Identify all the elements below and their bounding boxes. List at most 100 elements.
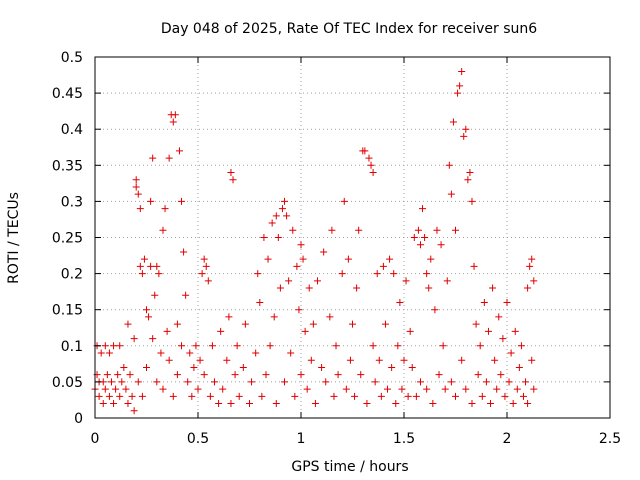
data-point <box>443 277 451 285</box>
axis-ticks <box>94 56 611 419</box>
data-point <box>153 378 161 386</box>
data-point <box>437 241 445 249</box>
data-point <box>272 400 280 408</box>
data-point <box>421 234 429 241</box>
data-point <box>326 313 334 321</box>
data-point <box>392 400 400 408</box>
data-point <box>268 219 276 227</box>
data-point <box>114 371 122 379</box>
data-point <box>406 327 414 335</box>
data-point <box>353 284 361 292</box>
data-point <box>476 342 484 350</box>
data-point <box>386 255 394 263</box>
data-point <box>219 385 227 393</box>
data-point <box>423 385 431 393</box>
data-point <box>276 284 284 292</box>
y-tick-label: 0 <box>74 411 83 427</box>
data-point <box>357 371 365 379</box>
y-tick-label: 0.2 <box>61 267 83 283</box>
data-point <box>293 262 301 270</box>
data-point <box>447 190 455 198</box>
data-point <box>524 284 532 292</box>
data-point <box>524 400 532 408</box>
data-point <box>414 226 422 234</box>
chart-title: Day 048 of 2025, Rate Of TEC Index for r… <box>161 21 537 37</box>
y-tick-label: 0.4 <box>61 122 83 138</box>
data-point <box>258 392 266 400</box>
data-point <box>396 298 404 306</box>
data-point <box>194 385 202 393</box>
data-point <box>190 363 198 371</box>
data-point <box>110 400 118 408</box>
data-point <box>452 226 459 234</box>
data-point <box>503 298 511 306</box>
y-tick-labels: 0 0.05 0.1 0.15 0.2 0.25 0.3 0.35 0.4 0.45 0.5 <box>52 50 83 427</box>
data-point <box>330 392 338 400</box>
data-point <box>449 118 457 126</box>
data-point <box>208 342 216 350</box>
data-point <box>433 226 441 234</box>
x-tick-label: 1.5 <box>393 431 415 447</box>
data-point <box>196 356 204 364</box>
data-point <box>320 248 328 256</box>
data-point <box>147 197 155 205</box>
x-tick-labels: 0 0.5 1 1.5 2 2.5 <box>91 431 622 447</box>
data-point <box>456 82 464 90</box>
data-point <box>233 342 241 350</box>
data-point <box>122 385 130 393</box>
data-point <box>143 306 150 314</box>
data-point <box>509 400 517 408</box>
data-point <box>480 298 488 306</box>
data-point <box>151 291 159 299</box>
data-point <box>188 392 196 400</box>
data-point <box>373 270 381 278</box>
data-point <box>381 320 389 328</box>
data-point <box>227 400 235 408</box>
y-tick-label: 0.35 <box>52 158 83 174</box>
data-point <box>266 342 274 350</box>
data-point <box>140 255 148 263</box>
data-point <box>103 371 111 379</box>
data-point <box>229 176 237 184</box>
data-point <box>132 183 140 191</box>
y-tick-label: 0.5 <box>61 50 83 66</box>
data-point <box>200 371 208 379</box>
data-point <box>105 392 113 400</box>
data-point <box>184 378 192 386</box>
data-point <box>180 248 188 256</box>
data-point <box>398 385 406 393</box>
data-point <box>281 197 289 205</box>
x-tick-label: 2 <box>503 431 512 447</box>
data-point <box>143 363 150 371</box>
data-point <box>200 255 208 263</box>
data-point <box>116 392 124 400</box>
data-point <box>365 154 373 162</box>
data-point <box>198 270 206 278</box>
data-point <box>338 270 346 278</box>
data-point <box>210 378 218 386</box>
x-tick-label: 0.5 <box>187 431 209 447</box>
data-point <box>487 400 495 408</box>
data-point <box>235 392 243 400</box>
data-point <box>138 270 146 278</box>
data-point <box>182 291 190 299</box>
data-point <box>159 385 167 393</box>
data-point <box>466 169 474 177</box>
data-point <box>493 385 501 393</box>
data-point <box>468 400 476 408</box>
data-point <box>112 385 120 393</box>
data-point <box>163 327 171 335</box>
data-point <box>223 356 231 364</box>
data-point <box>97 349 105 357</box>
data-point <box>390 270 398 278</box>
data-point <box>136 262 144 270</box>
data-point <box>410 234 418 241</box>
x-tick-label: 0 <box>91 431 100 447</box>
data-point <box>505 378 513 386</box>
data-point <box>289 226 297 234</box>
data-point <box>412 392 420 400</box>
data-point <box>283 212 291 220</box>
x-tick-label: 2.5 <box>599 431 621 447</box>
y-tick-label: 0.3 <box>61 194 83 210</box>
